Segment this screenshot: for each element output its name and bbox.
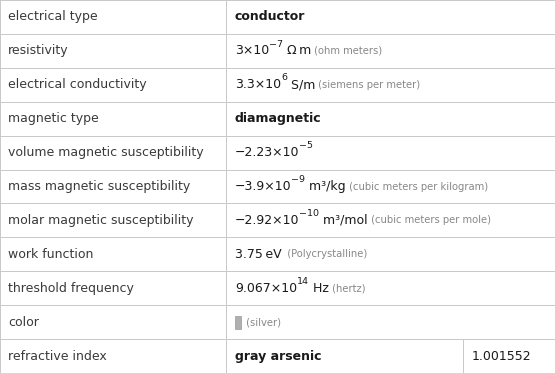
Text: (cubic meters per mole): (cubic meters per mole) <box>368 216 491 225</box>
Text: molar magnetic susceptibility: molar magnetic susceptibility <box>8 214 194 227</box>
Text: Hz: Hz <box>309 282 329 295</box>
Text: Ω m: Ω m <box>283 44 311 57</box>
Text: 14: 14 <box>297 277 309 286</box>
Text: −9: −9 <box>291 175 305 184</box>
Bar <box>235 316 241 329</box>
Text: 3.75 eV: 3.75 eV <box>235 248 281 261</box>
Text: color: color <box>8 316 39 329</box>
Text: m³/mol: m³/mol <box>319 214 368 227</box>
Text: −3.9×10: −3.9×10 <box>235 180 291 193</box>
Text: (cubic meters per kilogram): (cubic meters per kilogram) <box>346 182 488 191</box>
Text: 9.067×10: 9.067×10 <box>235 282 297 295</box>
Text: −5: −5 <box>299 141 313 150</box>
Text: 3×10: 3×10 <box>235 44 269 57</box>
Text: 3.3×10: 3.3×10 <box>235 78 281 91</box>
Text: (hertz): (hertz) <box>329 283 365 293</box>
Text: threshold frequency: threshold frequency <box>8 282 134 295</box>
Text: −2.92×10: −2.92×10 <box>235 214 299 227</box>
Text: conductor: conductor <box>235 10 305 23</box>
Text: (Polycrystalline): (Polycrystalline) <box>281 249 367 259</box>
Text: (ohm meters): (ohm meters) <box>311 46 382 56</box>
Text: (silver): (silver) <box>243 317 281 327</box>
Text: volume magnetic susceptibility: volume magnetic susceptibility <box>8 146 204 159</box>
Text: electrical type: electrical type <box>8 10 98 23</box>
Text: 6: 6 <box>281 73 287 82</box>
Text: refractive index: refractive index <box>8 350 107 363</box>
Text: S/m: S/m <box>287 78 315 91</box>
Text: resistivity: resistivity <box>8 44 69 57</box>
Text: gray arsenic: gray arsenic <box>235 350 321 363</box>
Text: 1.001552: 1.001552 <box>471 350 531 363</box>
Text: −2.23×10: −2.23×10 <box>235 146 299 159</box>
Text: diamagnetic: diamagnetic <box>235 112 321 125</box>
Text: m³/kg: m³/kg <box>305 180 346 193</box>
Text: work function: work function <box>8 248 94 261</box>
Text: electrical conductivity: electrical conductivity <box>8 78 147 91</box>
Text: −7: −7 <box>269 40 283 48</box>
Text: −10: −10 <box>299 209 319 218</box>
Text: magnetic type: magnetic type <box>8 112 99 125</box>
Text: mass magnetic susceptibility: mass magnetic susceptibility <box>8 180 190 193</box>
Text: (siemens per meter): (siemens per meter) <box>315 80 420 90</box>
